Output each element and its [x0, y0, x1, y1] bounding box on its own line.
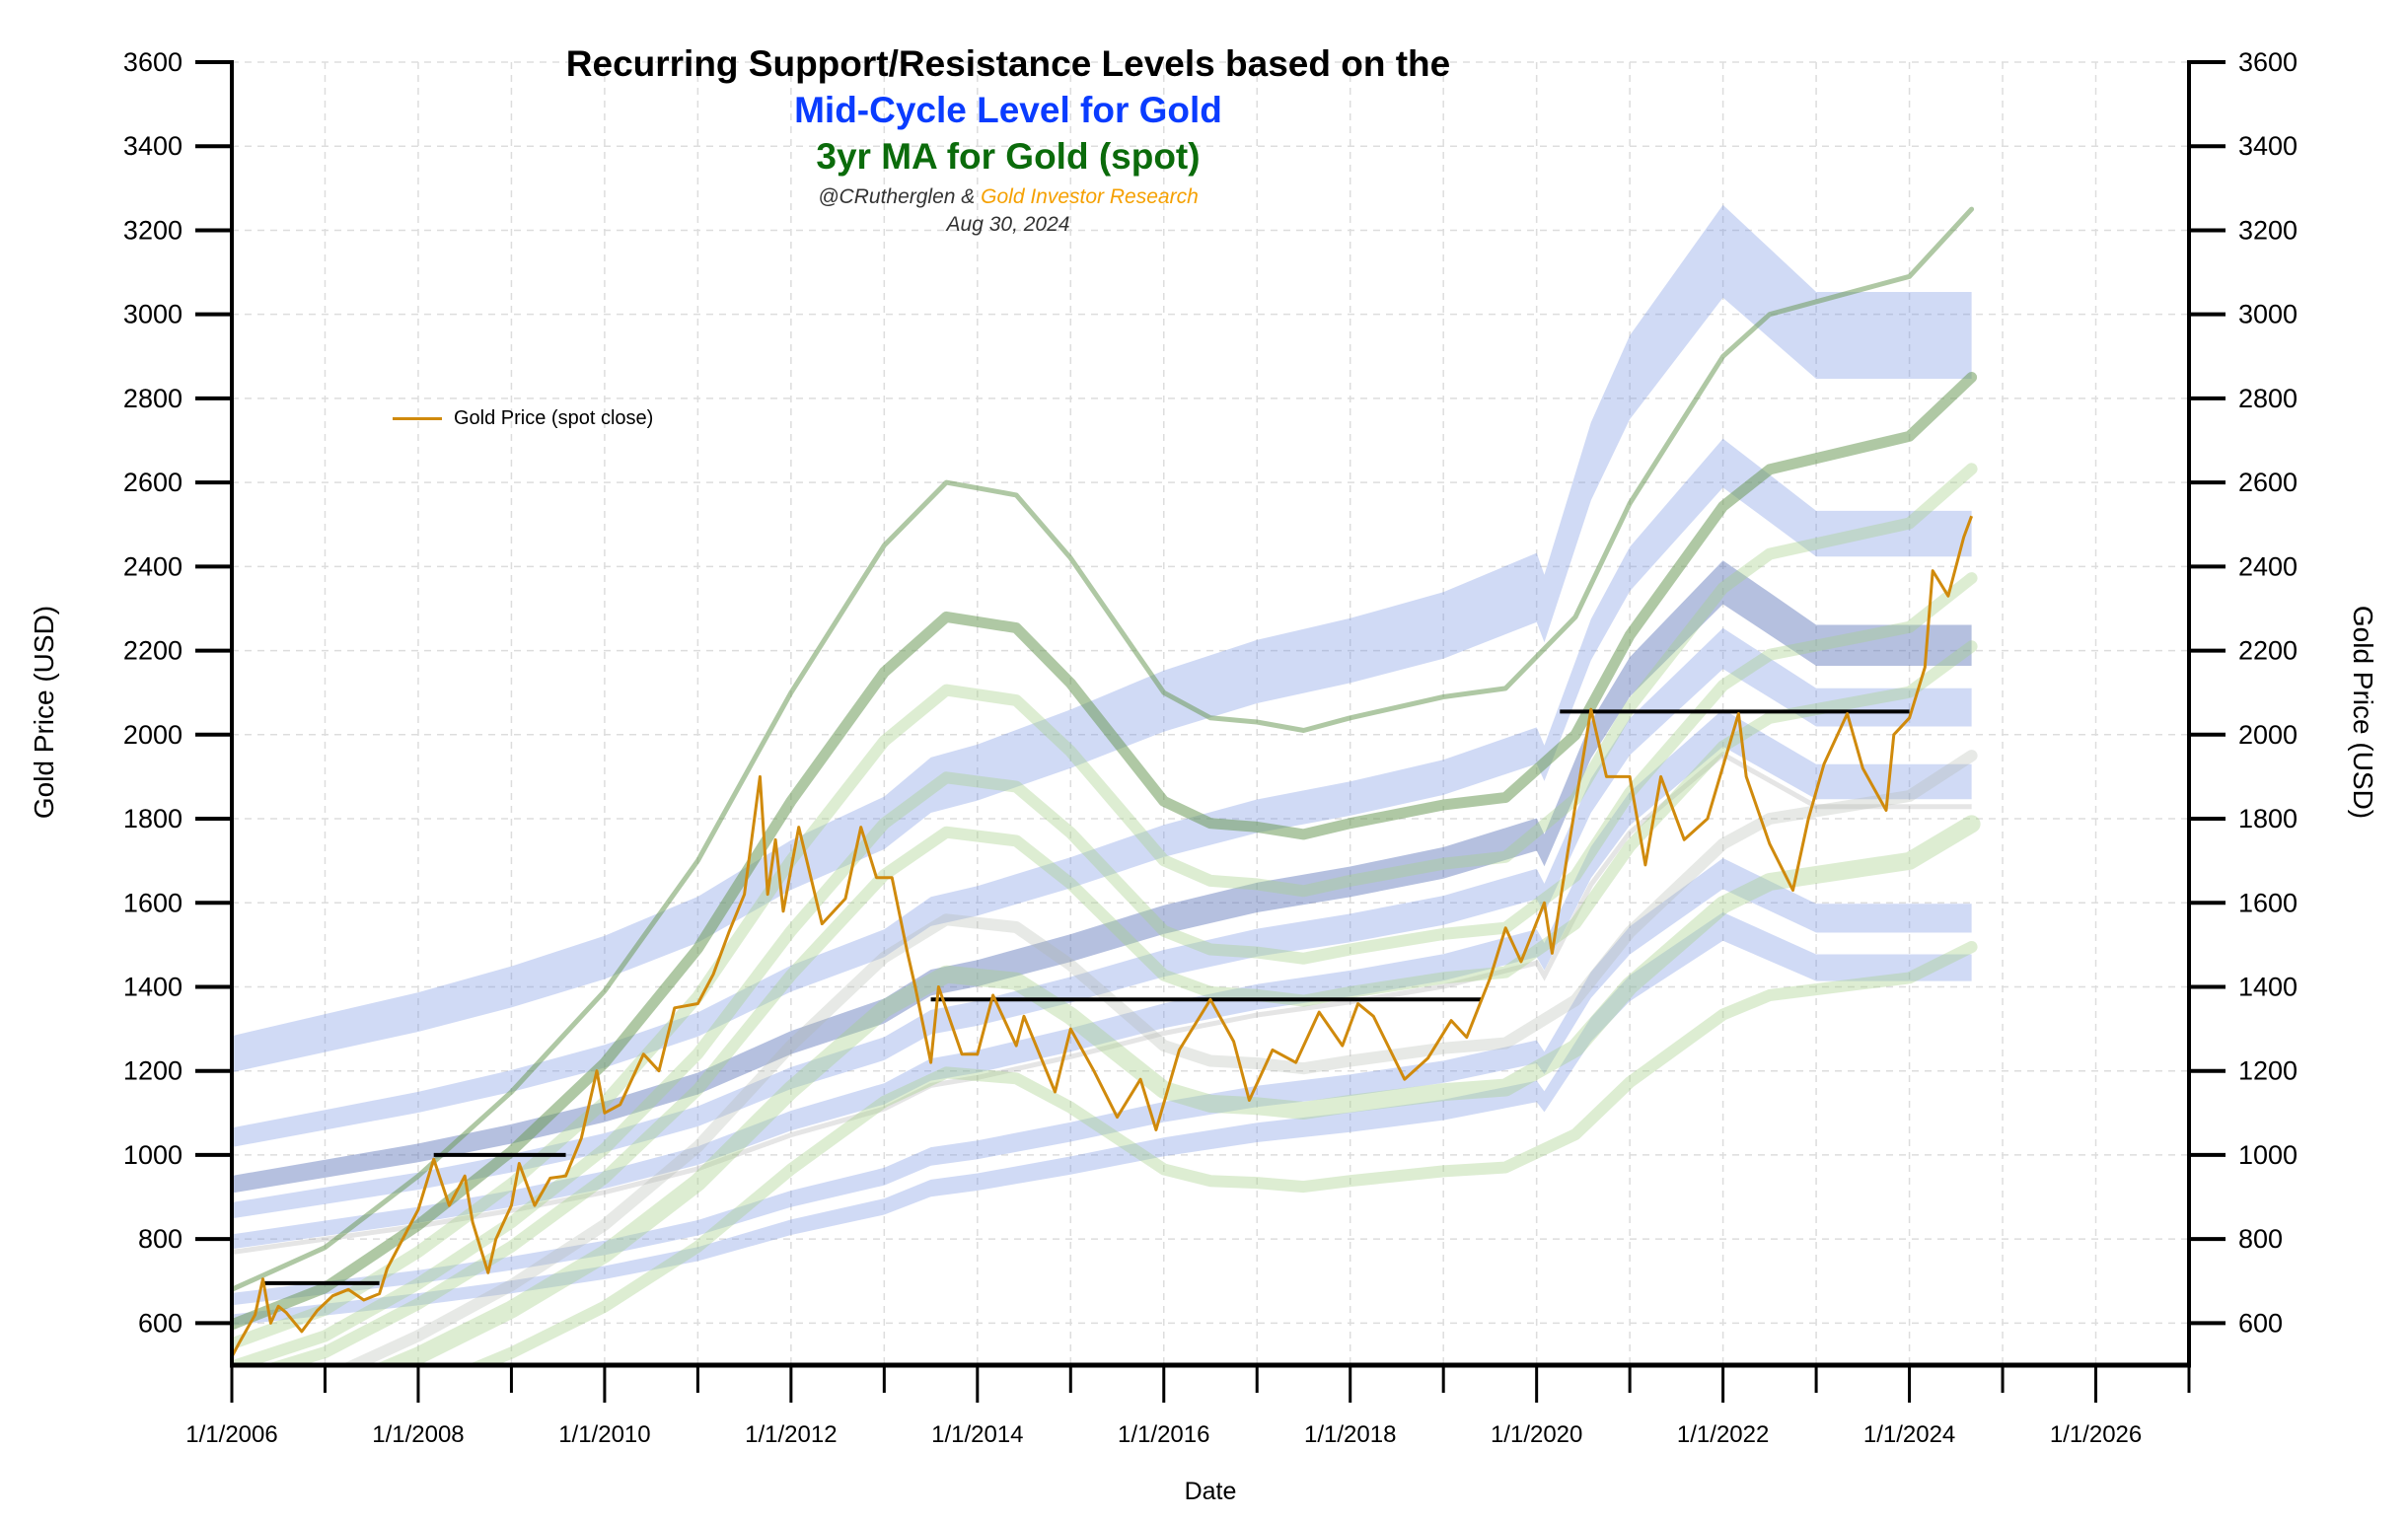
x-tick-label: 1/1/2020 [1491, 1421, 1582, 1448]
x-tick-label: 1/1/2016 [1118, 1421, 1209, 1448]
mid-cycle-band [232, 911, 1972, 1326]
y-tick-label-right: 2600 [2238, 468, 2298, 497]
y-axis-label-left: Gold Price (USD) [29, 605, 59, 820]
y-tick-label-left: 3400 [123, 131, 182, 161]
y-tick-label-right: 1000 [2238, 1140, 2298, 1170]
y-tick-label-right: 1200 [2238, 1056, 2298, 1086]
y-tick-label-left: 600 [138, 1308, 182, 1338]
ma-3yr-band [232, 463, 1978, 1350]
legend: Gold Price (spot close) [393, 407, 653, 430]
chart-date: Aug 30, 2024 [946, 213, 1070, 236]
ma-3yr-band [232, 206, 1975, 1292]
y-tick-label-right: 3400 [2238, 131, 2298, 161]
x-tick-label: 1/1/2022 [1677, 1421, 1769, 1448]
y-tick-label-left: 2800 [123, 384, 182, 413]
mid-cycle-band [232, 560, 1972, 1194]
x-tick-label: 1/1/2010 [558, 1421, 650, 1448]
y-axis-label-right: Gold Price (USD) [2348, 605, 2378, 820]
y-tick-label-left: 2200 [123, 636, 182, 666]
mid-cycle-band [232, 858, 1972, 1306]
y-tick-label-left: 3000 [123, 300, 182, 329]
x-tick-label: 1/1/2006 [185, 1421, 277, 1448]
mid-cycle-band [232, 627, 1972, 1219]
ma-3yr-band [466, 941, 1978, 1365]
y-tick-label-left: 800 [138, 1224, 182, 1254]
y-tick-label-left: 3200 [123, 215, 182, 245]
chart-subtitle-3yr-ma: 3yr MA for Gold (spot) [816, 136, 1201, 177]
byline: @CRutherglen & Gold Investor Research [0, 185, 2016, 209]
chart-subtitle-mid-cycle: Mid-Cycle Level for Gold [794, 90, 1222, 130]
gold-price-line [232, 515, 1974, 1358]
mid-cycle-band [232, 438, 1972, 1147]
y-tick-label-right: 1800 [2238, 804, 2298, 833]
y-tick-label-left: 1400 [123, 972, 182, 1001]
y-tick-label-left: 1800 [123, 804, 182, 833]
y-tick-label-left: 2600 [123, 468, 182, 497]
legend-swatch-gold [393, 417, 442, 420]
x-tick-label: 1/1/2014 [931, 1421, 1023, 1448]
byline-author: @CRutherglen & [818, 185, 976, 208]
y-tick-label-right: 800 [2238, 1224, 2283, 1254]
y-tick-label-left: 1600 [123, 888, 182, 917]
ma-3yr-band [232, 572, 1978, 1365]
y-tick-label-right: 3600 [2238, 47, 2298, 77]
x-tick-label: 1/1/2018 [1304, 1421, 1396, 1448]
legend-label-gold: Gold Price (spot close) [454, 407, 654, 429]
ma-3yr-band [262, 640, 1978, 1365]
y-tick-label-right: 3000 [2238, 300, 2298, 329]
ma-3yr-band [373, 815, 1981, 1365]
mid-cycle-band [232, 709, 1972, 1250]
y-tick-label-right: 600 [2238, 1308, 2283, 1338]
y-tick-label-left: 3600 [123, 47, 182, 77]
y-tick-label-left: 2400 [123, 551, 182, 581]
y-tick-label-right: 2000 [2238, 720, 2298, 750]
mid-cycle-band [232, 204, 1972, 1073]
ma-3yr-band [232, 372, 1978, 1331]
y-tick-label-left: 1200 [123, 1056, 182, 1086]
y-tick-label-right: 2400 [2238, 551, 2298, 581]
ma-3yr-band [339, 750, 1978, 1365]
x-axis-label: Date [1184, 1478, 1237, 1505]
grid [231, 61, 2190, 1365]
mid-cycle-grey-line [232, 751, 1972, 1255]
y-tick-label-right: 2200 [2238, 636, 2298, 666]
x-tick-label: 1/1/2008 [372, 1421, 464, 1448]
y-tick-label-left: 1000 [123, 1140, 182, 1170]
x-tick-label: 1/1/2026 [2050, 1421, 2142, 1448]
y-tick-label-right: 3200 [2238, 215, 2298, 245]
x-tick-label: 1/1/2024 [1863, 1421, 1955, 1448]
plot-area [232, 204, 1981, 1365]
y-tick-label-right: 1600 [2238, 888, 2298, 917]
x-tick-label: 1/1/2012 [745, 1421, 837, 1448]
y-tick-label-left: 2000 [123, 720, 182, 750]
byline-org: Gold Investor Research [981, 185, 1199, 208]
y-tick-label-right: 2800 [2238, 384, 2298, 413]
chart-title: Recurring Support/Resistance Levels base… [565, 43, 1451, 84]
y-tick-label-right: 1400 [2238, 972, 2298, 1001]
axes: 600 600 800 800 1000 1000 1200 1200 1400 1400 1600… [123, 47, 2298, 1448]
